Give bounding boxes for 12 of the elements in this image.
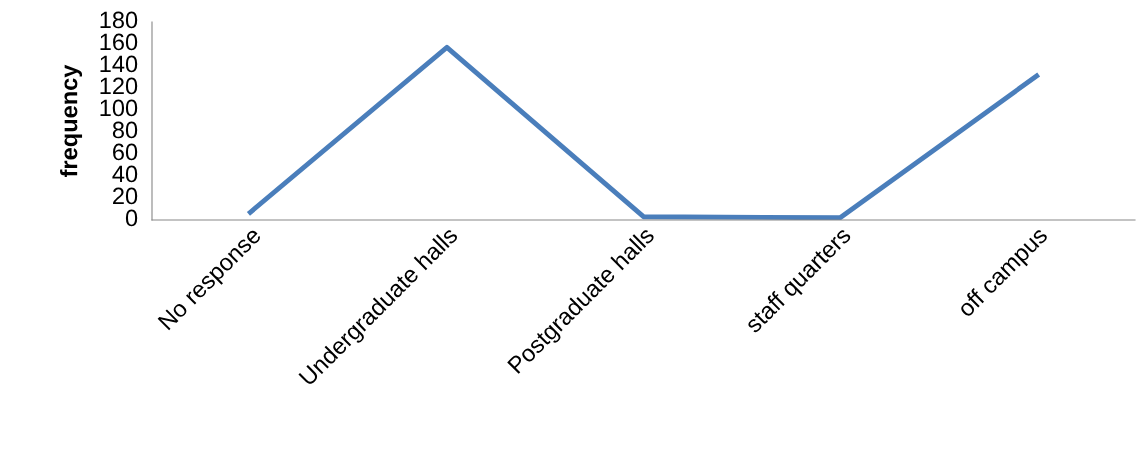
y-tick-label: 80	[112, 121, 138, 139]
y-tick-label: 120	[100, 77, 138, 95]
line-series	[247, 44, 1040, 220]
y-axis-title: frequency	[60, 64, 83, 178]
y-tick-label: 100	[100, 99, 138, 117]
y-tick-label: 180	[100, 11, 138, 29]
y-tick-label: 40	[112, 165, 138, 183]
y-tick-label: 160	[100, 33, 138, 51]
y-tick-label: 0	[125, 209, 138, 227]
y-tick-label: 140	[100, 55, 138, 73]
y-tick-label: 60	[113, 143, 138, 161]
y-tick-label: 20	[113, 187, 138, 205]
